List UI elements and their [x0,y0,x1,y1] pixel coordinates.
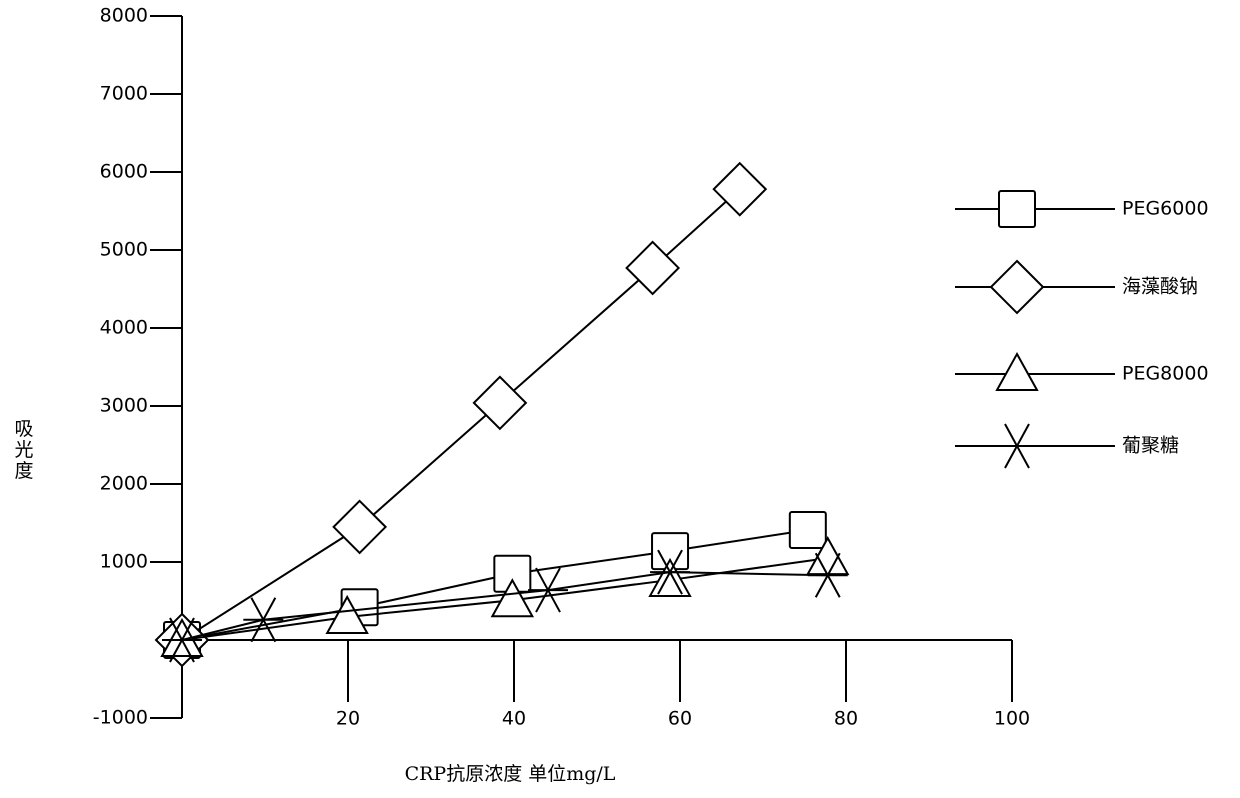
x-axis-title: CRP抗原浓度 单位mg/L [405,763,616,785]
y-tick-label: -1000 [93,707,148,729]
x-tick-label: 20 [336,708,360,730]
legend-label: 葡聚糖 [1122,435,1179,457]
marker [790,512,826,548]
marker [474,377,526,429]
y-tick-label: 6000 [100,161,148,183]
legend-marker [991,261,1043,313]
y-tick-label: 4000 [100,317,148,339]
y-tick-label: 1000 [100,551,148,573]
y-tick-label: 3000 [100,395,148,417]
marker [528,568,568,612]
y-tick-label: 8000 [100,5,148,27]
legend-marker [997,424,1037,468]
legend-label: PEG8000 [1122,363,1209,385]
x-tick-label: 40 [502,708,526,730]
x-tick-label: 100 [994,708,1030,730]
x-tick-label: 60 [668,708,692,730]
y-tick-label: 7000 [100,83,148,105]
marker [714,163,766,215]
y-tick-label: 5000 [100,239,148,261]
legend-marker [999,191,1035,227]
marker [627,242,679,294]
x-tick-label: 80 [834,708,858,730]
legend-marker [997,354,1037,390]
y-axis-title: 吸光度 [12,419,34,482]
y-tick-label: 2000 [100,473,148,495]
legend-label: 海藻酸钠 [1122,276,1198,298]
legend-label: PEG6000 [1122,198,1209,220]
marker [334,501,386,553]
marker [243,598,283,642]
